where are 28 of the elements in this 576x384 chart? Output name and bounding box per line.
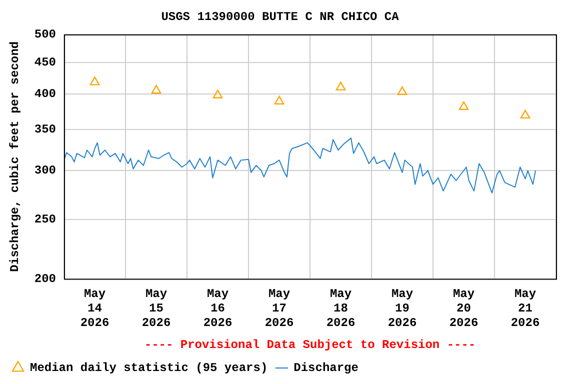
x-tick-label: May 14 2026	[80, 287, 110, 330]
x-tick-label: May 16 2026	[203, 287, 232, 330]
point	[151, 85, 162, 94]
y-tick-label: 300	[34, 164, 56, 178]
point	[274, 96, 284, 104]
point	[397, 86, 408, 96]
x-tick-label: May 21 2026	[510, 287, 540, 330]
chart-title: USGS 11390000 BUTTE C NR CHICO CA	[161, 10, 400, 24]
y-tick-label: 450	[34, 56, 56, 70]
x-tick-label: May 19 2026	[388, 287, 417, 330]
point	[520, 110, 530, 119]
x-tick-label: May 18 2026	[326, 287, 356, 330]
y-tick-label: 200	[34, 272, 56, 286]
x-tick-label: May 15 2026	[142, 287, 171, 330]
y-axis-title: Discharge, cubic feet per second	[8, 41, 22, 272]
y-tick-label: 250	[34, 212, 56, 226]
point	[458, 101, 469, 110]
point	[212, 90, 223, 98]
y-tick-label: 500	[34, 27, 56, 42]
x-tick-label: May 17 2026	[264, 287, 294, 330]
legend-label: Median daily statistic (95 years)	[30, 361, 268, 376]
legend-label: Discharge	[294, 361, 358, 376]
x-tick-label: May 20 2026	[449, 287, 478, 330]
y-tick-label: 350	[34, 122, 56, 137]
text: ---- Provisional Data Subject to Revision ----	[144, 338, 476, 352]
point	[336, 82, 346, 90]
point	[90, 76, 100, 86]
y-tick-label: 400	[34, 86, 56, 101]
